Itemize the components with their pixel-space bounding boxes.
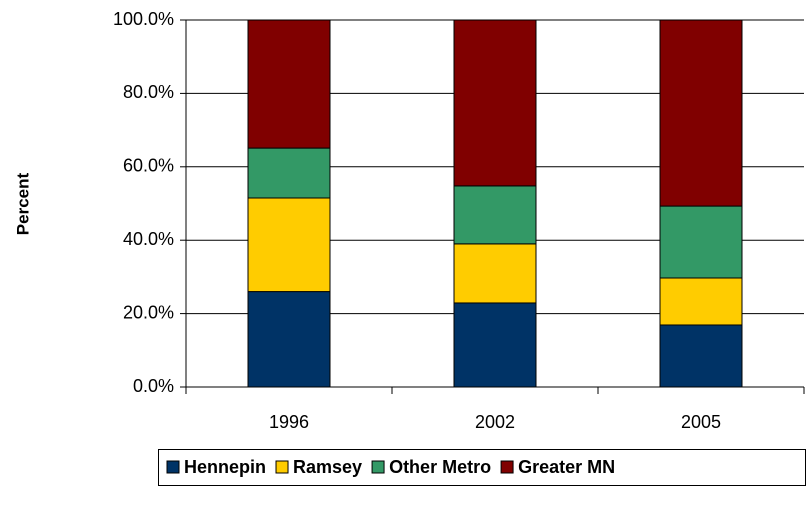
bar-segment	[453, 19, 537, 187]
legend-label: Greater MN	[518, 457, 615, 477]
legend-label: Ramsey	[293, 457, 362, 477]
y-tick-label: 80.0%	[123, 82, 174, 102]
legend-swatch	[275, 460, 289, 474]
y-tick-label: 20.0%	[123, 302, 174, 322]
x-tick-label: 2005	[681, 412, 721, 432]
legend-box	[158, 449, 806, 486]
y-tick-label: 40.0%	[123, 229, 174, 249]
bar-segment	[247, 147, 331, 199]
bar-segment	[659, 277, 743, 326]
bar-segment	[247, 19, 331, 149]
x-tick-label: 2002	[475, 412, 515, 432]
y-tick-label: 100.0%	[113, 9, 174, 29]
x-tick-label: 1996	[269, 412, 309, 432]
y-tick-label: 60.0%	[123, 156, 174, 176]
bar-segment	[659, 19, 743, 207]
legend-label: Hennepin	[184, 457, 266, 477]
legend-swatch	[166, 460, 180, 474]
bar-segment	[453, 302, 537, 388]
bar-segment	[453, 185, 537, 245]
legend-swatch	[371, 460, 385, 474]
legend-label: Other Metro	[389, 457, 491, 477]
bar-segment	[659, 324, 743, 388]
bar-segment	[247, 197, 331, 293]
legend-swatch	[500, 460, 514, 474]
bar-segment	[247, 291, 331, 388]
bar-segment	[453, 243, 537, 304]
y-tick-label: 0.0%	[133, 376, 174, 396]
y-axis-label: Percent	[13, 172, 32, 235]
bar-segment	[659, 205, 743, 279]
